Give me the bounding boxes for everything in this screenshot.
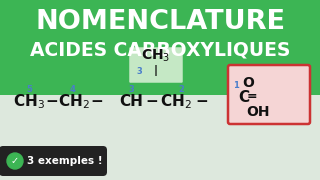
Text: 1: 1	[233, 80, 239, 89]
FancyBboxPatch shape	[0, 95, 320, 180]
Text: 3: 3	[128, 84, 134, 93]
Text: ✓: ✓	[11, 156, 19, 166]
FancyBboxPatch shape	[0, 0, 320, 95]
Text: 5: 5	[26, 84, 32, 93]
Text: 3 exemples !: 3 exemples !	[27, 156, 103, 166]
Text: CH$_2$: CH$_2$	[58, 93, 90, 111]
Text: =: =	[247, 91, 257, 104]
Text: −: −	[196, 94, 208, 109]
Text: −: −	[91, 94, 103, 109]
Text: CH$_2$: CH$_2$	[160, 93, 192, 111]
FancyBboxPatch shape	[128, 46, 184, 84]
Text: NOMENCLATURE: NOMENCLATURE	[35, 9, 285, 35]
Text: C: C	[238, 89, 250, 105]
Text: |: |	[154, 66, 158, 76]
Circle shape	[7, 153, 23, 169]
Text: 4: 4	[69, 84, 75, 93]
Text: OH: OH	[246, 105, 270, 119]
Text: 2: 2	[178, 84, 184, 93]
Text: CH: CH	[119, 94, 143, 109]
Text: −: −	[46, 94, 58, 109]
Text: CH$_3$: CH$_3$	[141, 48, 171, 64]
Text: −: −	[146, 94, 158, 109]
Text: O: O	[242, 76, 254, 90]
Text: 3: 3	[136, 68, 142, 76]
Text: CH$_3$: CH$_3$	[13, 93, 45, 111]
Text: ACIDES CARBOXYLIQUES: ACIDES CARBOXYLIQUES	[30, 40, 290, 60]
FancyBboxPatch shape	[0, 146, 107, 176]
FancyBboxPatch shape	[228, 65, 310, 124]
